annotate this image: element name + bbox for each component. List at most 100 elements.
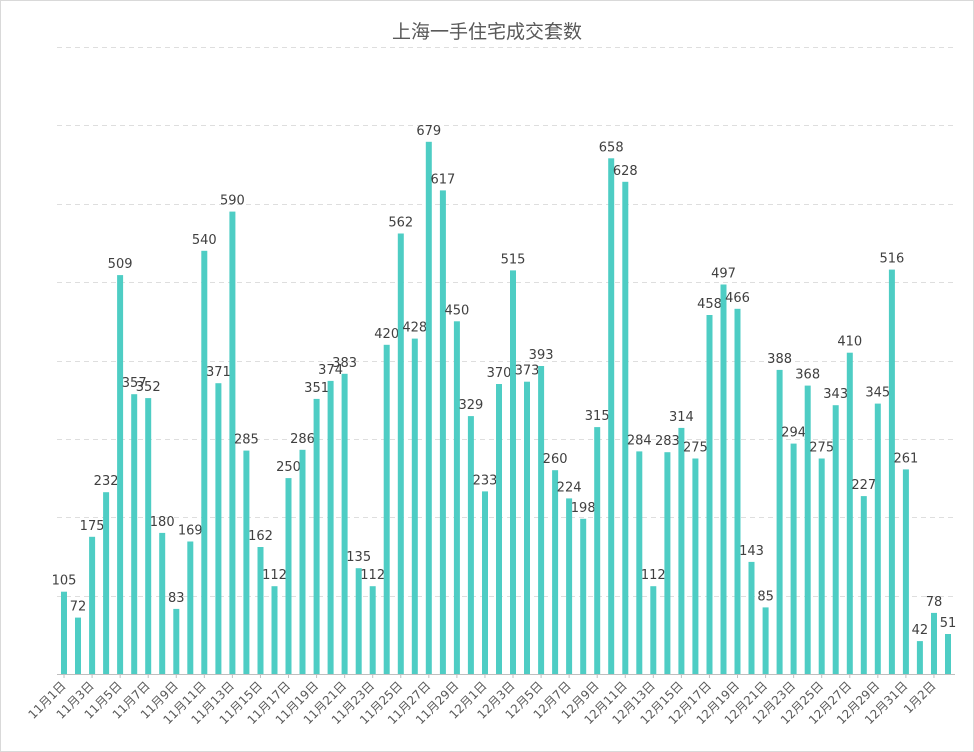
x-tick-label: 1月2日 [901,679,939,717]
data-label: 285 [234,433,259,448]
bar-1月3日 [945,634,951,674]
bar-11月25日 [397,233,404,674]
bar-11月19日 [313,398,320,674]
bar-11月28日 [439,190,446,674]
data-label: 370 [487,366,512,381]
bar-11月21日 [341,373,348,674]
data-label: 283 [655,434,680,449]
bar-11月10日 [187,541,194,674]
bar-12月19日 [734,308,741,674]
data-label: 497 [711,267,736,282]
bar-12月30日 [888,269,895,674]
data-label: 294 [781,426,806,441]
data-label: 388 [767,352,792,367]
bar-12月26日 [832,405,839,674]
bar-11月6日 [131,394,138,674]
data-label: 314 [669,410,694,425]
bar-12月23日 [790,443,797,674]
data-label: 233 [473,473,498,488]
data-label: 85 [757,589,774,604]
data-label: 198 [571,501,596,516]
data-label: 105 [52,574,77,589]
bar-1月1日 [916,641,923,674]
data-label: 345 [865,386,890,401]
data-label: 261 [893,451,918,466]
data-label: 72 [70,600,87,615]
data-label: 232 [94,474,119,489]
bar-11月26日 [411,338,418,674]
data-label: 466 [725,291,750,306]
bar-12月18日 [720,284,727,674]
data-label: 352 [136,380,161,395]
chart-title: 上海一手住宅成交套数 [391,21,582,43]
bar-11月30日 [467,416,474,674]
bar-12月17日 [706,315,713,674]
data-label: 162 [248,529,273,544]
data-label: 458 [697,297,722,312]
data-label: 78 [926,595,943,610]
bar-12月22日 [776,369,783,674]
bar-12月21日 [762,607,769,674]
data-label: 351 [304,381,329,396]
data-label: 679 [416,124,441,139]
data-label: 540 [192,233,217,248]
bar-12月7日 [566,498,573,674]
data-label: 275 [809,441,834,456]
data-label: 617 [430,172,455,187]
data-label: 373 [515,364,540,379]
data-label: 275 [683,441,708,456]
bar-1月2日 [931,612,937,674]
bar-11月20日 [327,380,334,674]
data-label: 428 [402,321,427,336]
data-label: 562 [388,216,413,231]
data-label: 112 [641,568,666,583]
bar-11月24日 [383,344,390,674]
bar-12月20日 [748,561,755,674]
bar-11月4日 [103,492,110,674]
bar-12月2日 [496,384,502,674]
data-label: 315 [585,409,610,424]
bar-11月12日 [215,383,222,674]
data-label: 628 [613,164,638,179]
data-label: 83 [168,591,185,606]
bar-11月16日 [271,586,278,674]
bar-11月15日 [257,547,264,674]
bar-11月23日 [369,586,376,674]
bar-12月31日 [902,469,909,674]
bar-12月15日 [678,427,685,674]
bar-12月3日 [510,270,516,674]
bar-11月14日 [243,450,250,674]
bar-11月9日 [173,608,180,674]
bar-11月17日 [285,478,292,674]
data-label: 329 [458,398,483,413]
data-label: 515 [501,252,526,267]
bar-12月8日 [580,518,587,674]
bar-12月16日 [692,458,699,674]
bar-11月29日 [453,321,460,674]
data-label: 450 [444,303,469,318]
data-label: 658 [599,140,624,155]
data-label: 224 [557,480,582,495]
data-label: 357 [122,376,147,391]
data-label: 286 [290,432,315,447]
data-label: 343 [823,387,848,402]
data-label: 175 [80,519,105,534]
data-label: 260 [543,452,568,467]
bar-12月10日 [608,158,615,675]
data-label: 371 [206,365,231,380]
bar-12月29日 [874,403,881,674]
data-label: 51 [940,616,957,631]
data-label: 250 [276,460,301,475]
bar-12月5日 [538,366,545,674]
data-label: 410 [837,335,862,350]
data-label: 227 [851,478,876,493]
data-label: 420 [374,327,399,342]
bar-12月25日 [818,458,825,674]
bar-12月27日 [846,352,853,674]
data-label: 509 [108,257,133,272]
bar-12月14日 [664,452,671,674]
bar-11月2日 [75,617,81,674]
data-label: 180 [150,515,175,530]
